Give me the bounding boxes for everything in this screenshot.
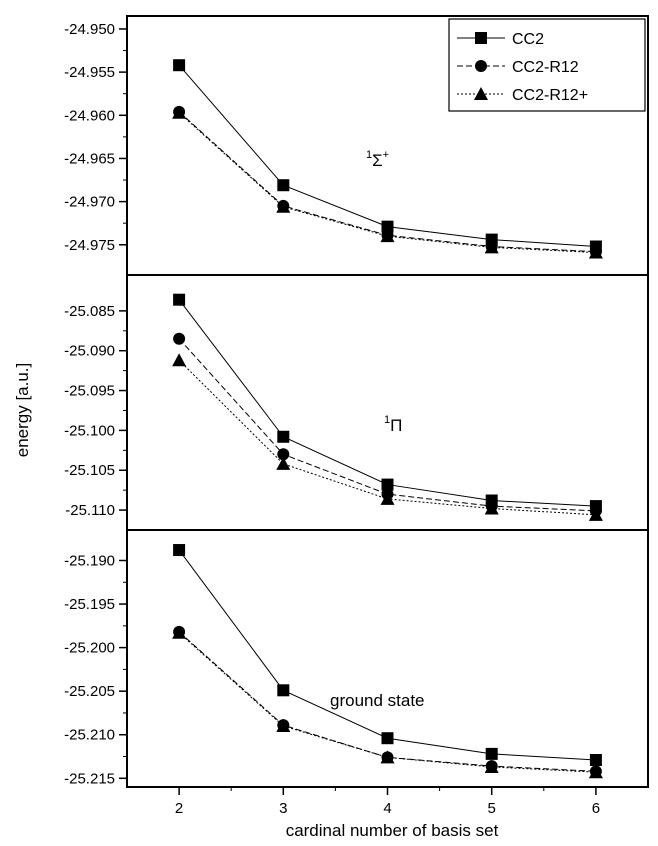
legend-marker-cc2-r12 (475, 60, 487, 72)
x-axis: 2 3 4 5 6 (175, 787, 600, 817)
data-point-cc2-r12 (172, 353, 187, 367)
y-tick-label: -25.100 (64, 422, 115, 439)
y-tick-label: -24.960 (64, 107, 115, 124)
data-point-cc2 (589, 753, 602, 766)
legend-marker-cc2 (475, 32, 487, 44)
data-point-cc2-r12 (588, 245, 603, 259)
y-tick-label: -24.965 (64, 150, 115, 167)
y-tick-label: -24.975 (64, 237, 115, 254)
y-tick-label: -25.215 (64, 770, 115, 787)
data-point-cc2-r12 (380, 229, 395, 243)
x-tick-label: 4 (383, 800, 391, 817)
y-axis-title: energy [a.u.] (13, 363, 32, 458)
data-point-cc2-r12 (484, 240, 499, 254)
data-point-cc2-r12 (172, 105, 187, 119)
data-point-cc2-r12 (588, 507, 603, 521)
data-point-cc2 (381, 478, 394, 491)
panel-1: -24.950 -24.955 -24.960 -24.965 -24.970 -24.9… (64, 15, 649, 276)
y-tick-label: -25.210 (64, 727, 115, 744)
data-point-cc2-r12 (380, 491, 395, 505)
x-tick-label: 6 (592, 800, 600, 817)
y-tick-label: -25.205 (64, 683, 115, 700)
panel-frame (126, 529, 649, 788)
state-label: 1Π (384, 414, 402, 435)
y-tick-label: -25.190 (64, 552, 115, 569)
y-tick-label: -24.950 (64, 21, 115, 38)
state-label: 1Σ+ (366, 149, 389, 170)
legend-label-cc2-r12: CC2-R12+ (512, 87, 588, 104)
data-point-cc2 (173, 293, 186, 306)
y-tick-label: -25.200 (64, 640, 115, 657)
panels-layer: -24.950 -24.955 -24.960 -24.965 -24.970 -24.9… (64, 15, 649, 788)
data-point-cc2 (381, 732, 394, 745)
data-point-cc2 (173, 59, 186, 72)
y-tick-label: -25.110 (65, 502, 115, 519)
panel-2: -25.085 -25.090 -25.095 -25.100 -25.105 -25.1… (64, 274, 649, 531)
y-tick-label: -24.955 (64, 64, 115, 81)
data-point-cc2-r12 (484, 759, 499, 773)
legend: CC2 CC2-R12 CC2-R12+ (448, 18, 646, 112)
x-tick-label: 2 (175, 800, 183, 817)
data-point-cc2 (485, 747, 498, 760)
x-tick-label: 3 (279, 800, 287, 817)
y-tick-label: -25.095 (64, 383, 115, 400)
series-line-cc2 (178, 549, 596, 761)
data-point-cc2 (277, 684, 290, 697)
state-label: ground state (330, 691, 425, 710)
series-line-cc2 (178, 299, 596, 507)
data-point-cc2-r12 (173, 332, 186, 345)
x-axis-title: cardinal number of basis set (286, 821, 499, 840)
x-tick-label: 5 (488, 800, 496, 817)
y-tick-label: -25.195 (64, 596, 115, 613)
data-point-cc2 (173, 544, 186, 557)
legend-label-cc2: CC2 (512, 31, 544, 48)
data-point-cc2 (381, 220, 394, 233)
data-point-cc2-r12 (276, 456, 291, 470)
data-point-cc2 (277, 179, 290, 192)
y-tick-label: -24.970 (64, 194, 115, 211)
legend-marker-cc2-r12 (474, 87, 488, 100)
panel-3: -25.190 -25.195 -25.200 -25.205 -25.210 -25.2… (64, 529, 649, 788)
data-point-cc2-r12 (484, 501, 499, 515)
data-point-cc2-r12 (588, 765, 603, 779)
data-point-cc2 (277, 430, 290, 443)
y-tick-label: -25.085 (64, 303, 115, 320)
y-tick-label: -25.090 (64, 343, 115, 360)
data-point-cc2-r12 (172, 625, 187, 639)
data-point-cc2-r12 (276, 199, 291, 213)
data-point-cc2-r12 (380, 750, 395, 764)
legend-label-cc2-r12: CC2-R12 (512, 59, 579, 76)
series-line-cc2-r12 (178, 338, 596, 512)
y-tick-label: -25.105 (64, 462, 115, 479)
data-point-cc2-r12 (277, 448, 290, 461)
data-point-cc2-r12 (276, 719, 291, 733)
